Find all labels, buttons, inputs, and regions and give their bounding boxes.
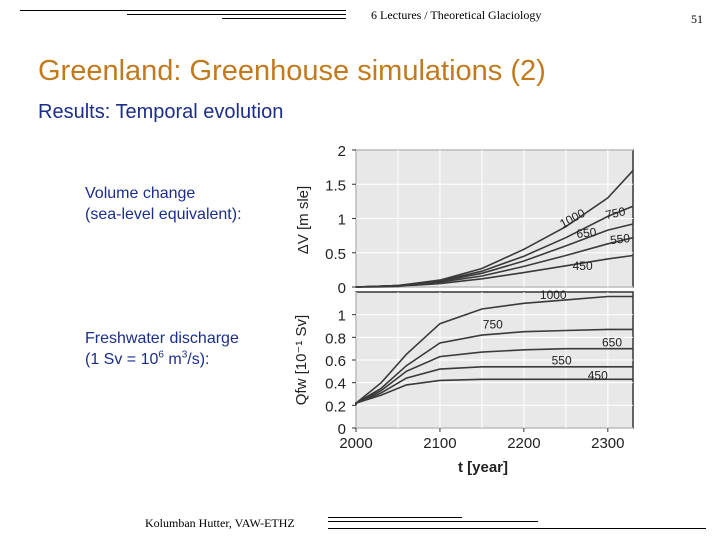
- volume-change-label: Volume change (sea-level equivalent):: [85, 183, 242, 225]
- bottom-series-label-450: 450: [588, 368, 608, 382]
- top-series-label-650: 650: [576, 225, 598, 241]
- bottom-series-550: [355, 365, 633, 406]
- bottom-ytick-label-1: 0.2: [325, 398, 346, 415]
- header-rule-1: [20, 10, 346, 11]
- bottom-series-1000: [355, 295, 633, 406]
- top-ytick-label-1: 0.5: [325, 246, 346, 263]
- footer-author: Kolumban Hutter, VAW-ETHZ: [145, 516, 295, 530]
- volume-label-line1: Volume change: [85, 185, 196, 202]
- bottom-series-750: [355, 328, 633, 406]
- fresh-label-line2: (1 Sv = 106 m3/s):: [85, 349, 210, 368]
- bottom-ytick-label-2: 0.4: [325, 376, 346, 393]
- top-ylabel: ΔV [m sle]: [295, 186, 312, 254]
- xtick-label-1: 2100: [423, 435, 456, 452]
- header-rule-2: [127, 14, 346, 15]
- fresh-label-line1: Freshwater discharge: [85, 330, 239, 347]
- footer-rule-1: [328, 517, 462, 518]
- bottom-series-label-550: 550: [552, 354, 572, 368]
- top-ytick-label-0: 0: [338, 280, 346, 297]
- top-ytick-label-2: 1: [338, 212, 346, 229]
- slide-title: Greenland: Greenhouse simulations (2): [38, 55, 546, 87]
- course-header: 6 Lectures / Theoretical Glaciology: [371, 8, 542, 22]
- top-ytick-label-4: 2: [338, 143, 346, 160]
- top-ytick-label-3: 1.5: [325, 177, 346, 194]
- footer-rule-2: [328, 521, 538, 522]
- bottom-ylabel: Qfw [10⁻¹ Sv]: [293, 315, 310, 405]
- header-rule-3: [222, 18, 346, 19]
- xtick-label-0: 2000: [339, 435, 372, 452]
- top-series-label-750: 750: [604, 204, 627, 222]
- xtick-label-3: 2300: [591, 435, 624, 452]
- bottom-series-label-1000: 1000: [540, 288, 567, 302]
- page-number: 51: [691, 12, 703, 26]
- volume-label-line2: (sea-level equivalent):: [85, 206, 242, 223]
- bottom-ytick-label-4: 0.8: [325, 330, 346, 347]
- bottom-ytick-label-3: 0.6: [325, 353, 346, 370]
- footer-rule-3: [328, 528, 706, 529]
- x-axis-label: t [year]: [458, 459, 508, 476]
- top-series-label-550: 550: [609, 231, 631, 247]
- xtick-label-2: 2200: [507, 435, 540, 452]
- bottom-ytick-label-5: 1: [338, 308, 346, 325]
- bottom-series-450: [355, 378, 633, 406]
- bottom-ytick-label-0: 0: [338, 421, 346, 438]
- freshwater-label: Freshwater discharge (1 Sv = 106 m3/s):: [85, 328, 239, 370]
- top-series-550: [355, 236, 634, 288]
- slide-subtitle: Results: Temporal evolution: [38, 101, 284, 123]
- bottom-series-label-750: 750: [483, 317, 503, 331]
- bottom-series-650: [355, 347, 633, 406]
- top-series-450: [355, 254, 634, 288]
- bottom-series-label-650: 650: [602, 335, 622, 349]
- top-series-label-450: 450: [573, 259, 593, 273]
